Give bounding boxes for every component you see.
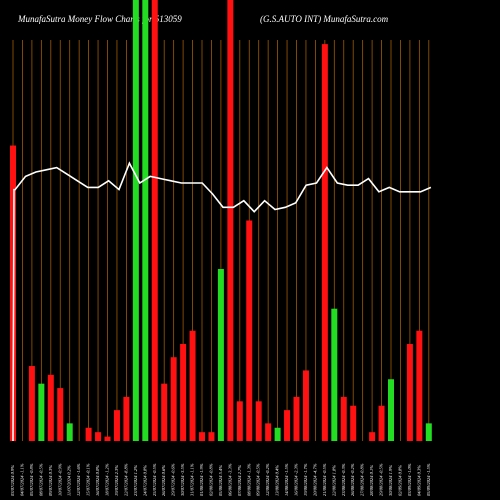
x-tick-label-8: 15/07/2024 -0.1% <box>86 463 91 496</box>
bar-38 <box>369 432 376 441</box>
x-tick-label-37: 27/08/2024 -0.8% <box>360 463 365 496</box>
bar-17 <box>170 357 177 441</box>
bar-24 <box>236 401 243 441</box>
x-tick-label-40: 30/08/2024 1.9% <box>388 465 393 496</box>
x-tick-label-21: 02/08/2024 -0.8% <box>208 463 213 496</box>
x-tick-label-4: 09/07/2024 0.3% <box>48 465 53 496</box>
x-tick-label-25: 08/08/2024 -1.3% <box>246 463 251 496</box>
x-tick-label-39: 29/08/2024 -0.5% <box>379 463 384 496</box>
bar-15 <box>151 0 158 441</box>
x-tick-label-14: 24/07/2024 0.8% <box>142 465 147 496</box>
x-tick-label-18: 30/07/2024 -3.5% <box>180 463 185 496</box>
x-tick-label-2: 05/07/2024 -0.8% <box>29 463 34 496</box>
bar-29 <box>284 410 291 441</box>
bar-43 <box>416 330 423 441</box>
x-tick-label-28: 13/08/2024 0.4% <box>275 465 280 496</box>
bar-36 <box>350 405 357 441</box>
x-tick-label-15: 25/07/2024 -0.5% <box>152 463 157 496</box>
x-tick-label-22: 05/08/2024 5.4% <box>218 465 223 496</box>
x-tick-label-17: 29/07/2024 -0.6% <box>171 463 176 496</box>
money-flow-line <box>12 161 432 442</box>
x-tick-label-32: 20/08/2024 -4.7% <box>312 463 317 496</box>
x-tick-label-10: 18/07/2024 -1.2% <box>105 463 110 496</box>
x-tick-label-30: 16/08/2024 -2.3% <box>294 463 299 496</box>
bar-19 <box>189 330 196 441</box>
bar-35 <box>340 396 347 441</box>
x-tick-label-1: 04/07/2024 -1.1% <box>19 463 24 496</box>
x-tick-label-20: 01/08/2024 -1.9% <box>199 463 204 496</box>
x-tick-label-42: 03/09/2024 -1.0% <box>407 463 412 496</box>
bar-40 <box>388 379 394 441</box>
bar-12 <box>123 396 130 441</box>
bar-27 <box>265 423 272 441</box>
bar-22 <box>217 269 224 441</box>
x-tick-label-7: 12/07/2024 -1.6% <box>76 463 81 496</box>
bar-44 <box>425 423 432 441</box>
bar-6 <box>66 423 73 441</box>
x-tick-label-11: 19/07/2024 2.3% <box>114 465 119 496</box>
bar-10 <box>104 436 111 441</box>
bar-30 <box>293 396 300 441</box>
x-tick-label-38: 28/08/2024 0.1% <box>369 465 374 496</box>
x-tick-label-26: 09/08/2024 -0.5% <box>256 463 261 496</box>
bar-23 <box>227 0 234 441</box>
x-tick-label-33: 21/08/2024 -0.5% <box>322 463 327 496</box>
bar-18 <box>180 343 187 441</box>
x-tick-label-35: 23/08/2024 -0.3% <box>341 463 346 496</box>
bar-5 <box>57 388 64 441</box>
bar-25 <box>246 220 253 441</box>
x-tick-label-12: 22/07/2024 -8.8% <box>123 463 128 496</box>
x-tick-label-34: 22/08/2024 1.8% <box>331 465 336 496</box>
bar-31 <box>302 370 309 441</box>
x-tick-label-23: 06/08/2024 -3.3% <box>227 463 232 496</box>
bar-4 <box>47 374 54 441</box>
x-tick-label-43: 04/09/2024 0.3% <box>416 465 421 496</box>
bar-14 <box>142 0 149 441</box>
x-tick-label-16: 26/07/2024 0.6% <box>161 465 166 496</box>
bar-28 <box>274 427 281 441</box>
bar-33 <box>321 44 328 441</box>
x-tick-label-29: 14/08/2024 -1.5% <box>284 463 289 496</box>
chart-title: MunafaSutra Money Flow Charts for 513059 <box>18 14 182 24</box>
bar-42 <box>406 343 413 441</box>
bar-2 <box>28 366 35 441</box>
bar-13 <box>132 0 139 441</box>
x-tick-label-5: 10/07/2024 -0.9% <box>57 463 62 496</box>
x-tick-label-27: 12/08/2024 -0.2% <box>265 463 270 496</box>
bar-26 <box>255 401 262 441</box>
x-tick-label-19: 31/07/2024 -1.1% <box>190 463 195 496</box>
bar-8 <box>85 427 92 441</box>
bar-34 <box>331 308 338 441</box>
x-tick-label-13: 23/07/2024 1.2% <box>133 465 138 496</box>
bar-39 <box>378 405 385 441</box>
x-tick-label-3: 08/07/2024 -0.5% <box>38 463 43 496</box>
bar-11 <box>113 410 120 441</box>
x-tick-label-6: 11/07/2024 0.2% <box>67 465 72 496</box>
x-tick-label-36: 26/08/2024 -0.2% <box>350 463 355 496</box>
x-tick-label-41: 02/09/2024 0.8% <box>397 465 402 496</box>
x-tick-label-44: 05/09/2024 -1.5% <box>426 463 431 496</box>
x-tick-label-9: 16/07/2024 0.0% <box>95 465 100 496</box>
x-tick-label-31: 19/08/2024 -1.7% <box>303 463 308 496</box>
bar-20 <box>199 432 205 441</box>
x-tick-label-0: 03/07/2024 0.9% <box>10 465 15 496</box>
bar-16 <box>161 383 168 441</box>
bar-3 <box>38 383 45 441</box>
bar-21 <box>208 432 215 441</box>
bar-9 <box>95 432 102 441</box>
x-tick-label-24: 07/08/2024 2.7% <box>237 465 242 496</box>
chart-subtitle: (G.S.AUTO INT) MunafaSutra.com <box>260 14 389 24</box>
